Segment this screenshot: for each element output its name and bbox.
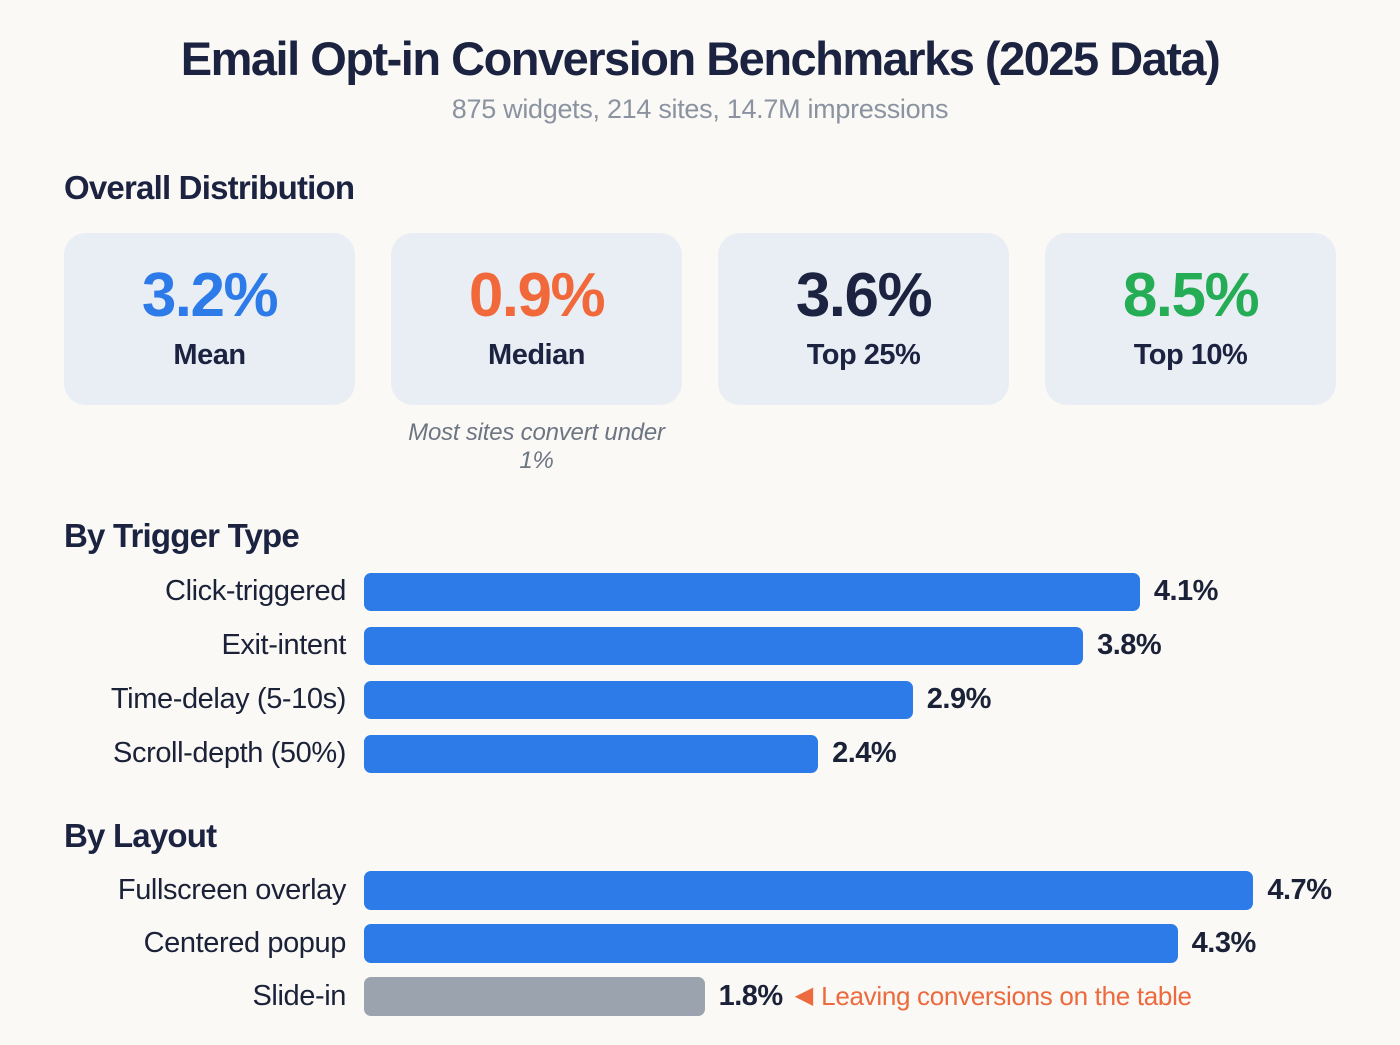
bar-row-fullscreen-overlay: Fullscreen overlay 4.7% — [64, 870, 1336, 910]
stat-card-mean: 3.2% Mean — [64, 232, 355, 405]
bar-slide-in — [364, 976, 705, 1016]
bar-value-label: 4.7% — [1267, 873, 1332, 906]
bar-category-label: Fullscreen overlay — [117, 873, 347, 906]
stat-value-top25: 3.6% — [795, 261, 933, 331]
bar-category-label: Exit-intent — [221, 629, 346, 662]
bar-track: 2.9% — [364, 680, 1336, 719]
bar-row-scroll-depth: Scroll-depth (50%) 2.4% — [64, 734, 1336, 773]
layout-chart: Fullscreen overlay 4.7% Centered popup 4… — [64, 870, 1336, 1016]
overall-distribution-heading: Overall Distribution — [64, 169, 355, 207]
bar-track: 4.3% — [364, 923, 1336, 963]
stat-card-median: 0.9% Median — [391, 232, 682, 405]
bar-time-delay — [364, 680, 913, 719]
bar-category-label: Slide-in — [252, 979, 346, 1012]
bar-value-label: 3.8% — [1097, 629, 1162, 662]
bar-row-time-delay: Time-delay (5-10s) 2.9% — [64, 680, 1336, 719]
bar-category-label: Time-delay (5-10s) — [110, 683, 346, 716]
bar-value-label: 2.9% — [926, 683, 992, 716]
bar-click-triggered — [364, 572, 1140, 611]
bar-fullscreen-overlay — [364, 870, 1254, 910]
bar-value-label: 1.8% — [718, 979, 784, 1012]
bar-track: 3.8% — [364, 626, 1336, 665]
bar-row-slide-in: Slide-in 1.8% ◀ Leaving conversions on t… — [64, 976, 1336, 1016]
bar-category-label: Scroll-depth (50%) — [113, 737, 346, 770]
median-note: Most sites convert under 1% — [408, 418, 665, 474]
bar-value-label: 2.4% — [832, 737, 897, 770]
slide-in-annotation: ◀ Leaving conversions on the table — [795, 981, 1192, 1012]
stat-value-median: 0.9% — [468, 261, 606, 331]
stat-label-top25: Top 25% — [806, 339, 921, 372]
bar-exit-intent — [364, 626, 1084, 665]
stat-cards-row: 3.2% Mean 0.9% Median 3.6% Top 25% 8.5% … — [64, 232, 1336, 405]
left-arrow-icon: ◀ — [794, 982, 814, 1010]
by-trigger-type-heading: By Trigger Type — [64, 516, 300, 554]
bar-category-label: Centered popup — [143, 926, 347, 959]
page-subtitle: 875 widgets, 214 sites, 14.7M impression… — [451, 94, 949, 125]
stat-label-top10: Top 10% — [1133, 339, 1248, 372]
annotation-text: Leaving conversions on the table — [821, 980, 1192, 1011]
page-title: Email Opt-in Conversion Benchmarks (2025… — [180, 32, 1221, 85]
bar-value-label: 4.3% — [1191, 926, 1257, 959]
stat-card-top25: 3.6% Top 25% — [718, 232, 1009, 405]
bar-track: 1.8% ◀ Leaving conversions on the table — [364, 976, 1336, 1016]
stat-label-mean: Mean — [173, 339, 246, 372]
bar-track: 4.1% — [364, 572, 1336, 611]
bar-category-label: Click-triggered — [165, 575, 346, 608]
stat-value-top10: 8.5% — [1122, 261, 1260, 331]
stat-value-mean: 3.2% — [141, 261, 279, 331]
bar-value-label: 4.1% — [1153, 575, 1219, 608]
stat-card-top10: 8.5% Top 10% — [1045, 232, 1336, 405]
bar-track: 2.4% — [364, 734, 1336, 773]
bar-row-exit-intent: Exit-intent 3.8% — [64, 626, 1336, 665]
bar-track: 4.7% — [364, 870, 1336, 910]
bar-scroll-depth — [364, 734, 819, 773]
bar-row-click-triggered: Click-triggered 4.1% — [64, 572, 1336, 611]
bar-centered-popup — [364, 923, 1178, 963]
stat-label-median: Median — [488, 339, 585, 372]
trigger-type-chart: Click-triggered 4.1% Exit-intent 3.8% Ti… — [64, 572, 1336, 773]
bar-row-centered-popup: Centered popup 4.3% — [64, 923, 1336, 963]
by-layout-heading: By Layout — [64, 816, 217, 854]
median-note-row: Most sites convert under 1% — [64, 419, 1336, 475]
